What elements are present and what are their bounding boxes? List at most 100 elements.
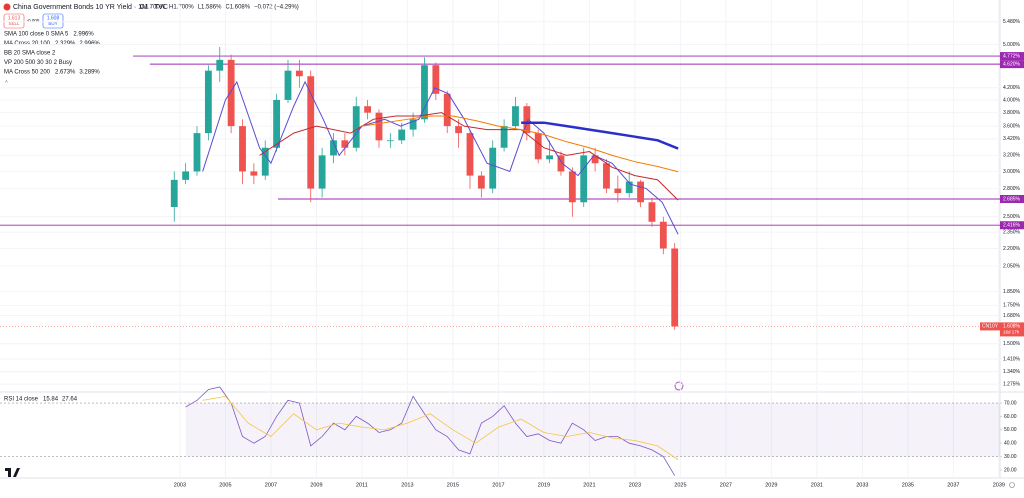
- sell-price: 1.613: [8, 15, 21, 21]
- x-tick-label: 2021: [583, 482, 595, 488]
- candle-body: [659, 221, 667, 249]
- candle-body: [273, 99, 281, 148]
- ohlc-value: O1.700%: [140, 5, 166, 11]
- candle-body: [432, 65, 440, 94]
- x-tick-label: 2023: [629, 482, 641, 488]
- buy-price: 1.608: [47, 15, 60, 21]
- x-tick-label: 2033: [856, 482, 868, 488]
- candle-body: [398, 129, 406, 141]
- y-tick-label: 2.350%: [1003, 229, 1021, 235]
- symbol-tag-label: CN10Y: [982, 324, 999, 330]
- indicator-name: VP 200 500 30 30 2 Busy: [4, 60, 72, 66]
- candle-body: [534, 133, 542, 160]
- y-tick-label: 3.200%: [1003, 153, 1021, 159]
- rsi-value-label: 15.84: [43, 397, 59, 403]
- x-tick-label: 2019: [538, 482, 550, 488]
- level-tag: [1000, 221, 1024, 230]
- y-tick-label: 5.480%: [1003, 19, 1021, 25]
- candle-body: [489, 147, 497, 189]
- candle-body: [591, 155, 599, 164]
- candle-body: [318, 155, 326, 189]
- candle-body: [193, 133, 201, 172]
- y-tick-label: 5.000%: [1003, 42, 1021, 48]
- candle-body: [500, 126, 508, 148]
- y-tick-label: 2.050%: [1003, 263, 1021, 269]
- candle-body: [512, 106, 519, 127]
- indicator-line: [202, 395, 679, 461]
- rsi-tick-label: 50.00: [1004, 427, 1017, 433]
- rsi-value-label: 27.64: [62, 397, 78, 403]
- candle-body: [307, 76, 315, 189]
- ohlc-value: −0.072 (−4.29%): [254, 5, 299, 11]
- candle-body: [250, 171, 258, 176]
- symbol-title: China Government Bonds 10 YR Yield · 1M …: [13, 4, 168, 11]
- x-tick-label: 2039: [993, 482, 1005, 488]
- y-tick-label: 1.850%: [1003, 289, 1021, 295]
- x-tick-label: 2005: [219, 482, 231, 488]
- x-tick-label: 2017: [492, 482, 504, 488]
- candle-body: [284, 70, 292, 100]
- x-tick-label: 2035: [902, 482, 914, 488]
- x-tick-label: 2037: [947, 482, 959, 488]
- indicator-line: [202, 80, 679, 235]
- last-price-label: 1.608%: [1003, 324, 1021, 330]
- symbol-tag: [980, 322, 1000, 331]
- candle-body: [386, 140, 394, 142]
- y-tick-label: 2.500%: [1003, 214, 1021, 220]
- candle-body: [227, 59, 235, 127]
- candle-body: [477, 175, 485, 189]
- candle-body: [375, 112, 383, 141]
- candle-body: [443, 93, 451, 127]
- buy-button[interactable]: [42, 13, 64, 29]
- candle-body: [546, 155, 554, 160]
- candle-body: [352, 106, 360, 148]
- level-tag: [1000, 194, 1024, 203]
- sell-button[interactable]: [3, 13, 25, 29]
- x-tick-label: 2027: [720, 482, 732, 488]
- candle-body: [580, 155, 588, 203]
- indicator-value: 2.673%: [55, 70, 76, 76]
- symbol-icon: [3, 3, 11, 11]
- y-tick-label: 1.275%: [1003, 381, 1021, 387]
- candle-body: [216, 59, 224, 71]
- indicator-name: MA Cross 50 200: [4, 70, 51, 76]
- ohlc-value: C1.608%: [225, 5, 250, 11]
- x-tick-label: 2029: [765, 482, 777, 488]
- candle-body: [330, 140, 337, 156]
- y-tick-label: 1.680%: [1003, 313, 1021, 319]
- candle-body: [523, 106, 531, 134]
- candle-body: [182, 171, 190, 180]
- events-icon[interactable]: [674, 381, 684, 391]
- indicator-name: BB 20 SMA close 2: [4, 51, 56, 57]
- y-tick-label: 3.000%: [1003, 169, 1021, 175]
- candle-body: [421, 65, 428, 120]
- indicator-line: [361, 115, 679, 173]
- y-tick-label: 2.200%: [1003, 246, 1021, 252]
- candle-body: [637, 181, 644, 203]
- candle-body: [170, 179, 178, 207]
- x-tick-label: 2013: [401, 482, 413, 488]
- candle-body: [239, 126, 246, 172]
- candle-body: [295, 70, 303, 77]
- level-tag: [1000, 60, 1024, 69]
- indicator-value: 2.996%: [73, 32, 94, 38]
- candle-body: [568, 171, 576, 203]
- candle-body: [648, 202, 656, 222]
- y-tick-label: 2.800%: [1003, 186, 1021, 192]
- y-tick-label: 1.340%: [1003, 369, 1021, 375]
- candle-body: [261, 147, 269, 176]
- settings-icon[interactable]: [1009, 482, 1015, 488]
- collapse-icon[interactable]: ^: [5, 81, 8, 87]
- rsi-tick-label: 40.00: [1004, 441, 1017, 447]
- ohlc-value: H1.700%: [169, 5, 194, 11]
- level-label: 4.620%: [1003, 61, 1021, 67]
- level-label: 4.772%: [1003, 53, 1021, 59]
- candle-body: [603, 163, 610, 189]
- candle-body: [364, 106, 372, 113]
- candle-body: [625, 181, 633, 194]
- y-tick-label: 1.750%: [1003, 303, 1021, 309]
- x-tick-label: 2003: [174, 482, 186, 488]
- y-tick-label: 4.000%: [1003, 97, 1021, 103]
